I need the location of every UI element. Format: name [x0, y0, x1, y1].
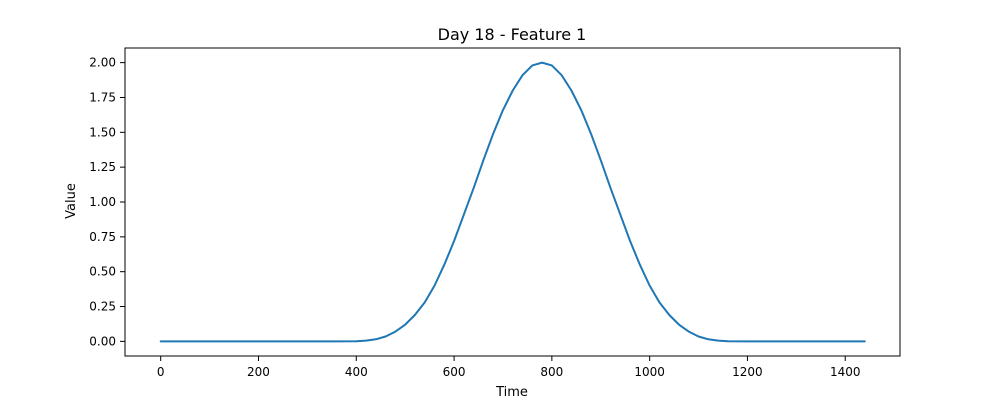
- x-tick-label: 1200: [732, 365, 763, 379]
- x-tick-label: 800: [540, 365, 563, 379]
- x-tick-label: 600: [443, 365, 466, 379]
- y-tick-label: 1.50: [89, 125, 116, 139]
- x-tick-label: 0: [157, 365, 165, 379]
- y-tick-label: 0.50: [89, 265, 116, 279]
- y-tick-label: 0.25: [89, 300, 116, 314]
- y-tick-label: 0.00: [89, 334, 116, 348]
- y-tick-label: 1.75: [89, 90, 116, 104]
- y-axis-ticks: 0.00 0.25 0.50 0.75 1.00 1.25 1.50 1.75 2.00: [89, 56, 125, 348]
- y-tick-label: 2.00: [89, 56, 116, 70]
- series-line: [159, 61, 866, 343]
- y-tick-label: 1.25: [89, 160, 116, 174]
- x-tick-label: 200: [247, 365, 270, 379]
- y-tick-label: 0.75: [89, 230, 116, 244]
- x-tick-label: 1400: [830, 365, 861, 379]
- y-axis-label: Value: [64, 183, 79, 219]
- y-tick-label: 1.00: [89, 195, 116, 209]
- x-tick-label: 1000: [634, 365, 665, 379]
- x-axis-label: Time: [495, 385, 528, 400]
- plot-area-frame: [124, 47, 901, 357]
- chart-title: Day 18 - Feature 1: [438, 25, 587, 44]
- x-axis-ticks: 0 200 400 600 800 1000 1200 1400: [157, 356, 861, 379]
- x-tick-label: 400: [345, 365, 368, 379]
- series-layer: [159, 61, 866, 343]
